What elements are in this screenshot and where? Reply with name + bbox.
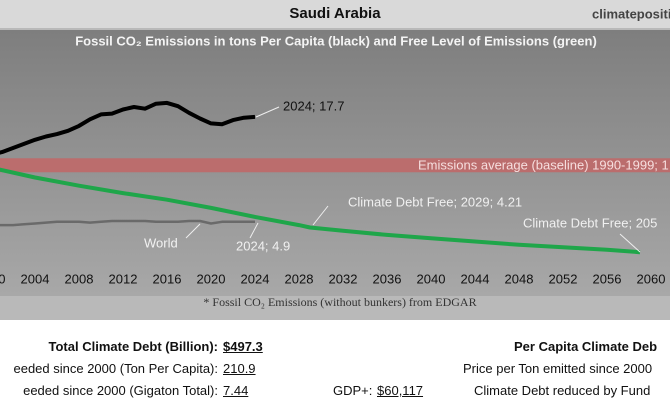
leader [312,205,329,226]
title-bar [0,0,670,28]
annotation: 2024; 17.7 [283,98,344,113]
x-tick-label: 2000 [0,271,5,286]
x-tick-label: 2056 [593,271,622,286]
chart: Saudi Arabia climatepositi Fossil CO₂ Em… [0,0,670,320]
subtitle: Fossil CO₂ Emissions in tons Per Capita … [75,33,597,48]
x-tick-label: 2032 [329,271,358,286]
right-line-1: Price per Ton emitted since 2000 [463,361,653,376]
baseline-band [0,158,670,173]
annotation: Climate Debt Free; 2029; 4.21 [348,194,522,209]
gdp-label: GDP+: [333,383,373,398]
gdp-value: $60,117 [377,383,424,398]
x-tick-label: 2004 [21,271,50,286]
right-line-2: Climate Debt reduced by Fund [474,383,651,398]
gigaton-label: eeded since 2000 (Gigaton Total): [23,383,218,398]
series-line [0,219,255,227]
x-tick-label: 2020 [197,271,226,286]
leader [255,106,280,118]
right-title: Per Capita Climate Deb [514,339,658,354]
leader [185,223,201,239]
brand: climatepositi [592,6,670,21]
per-capita-label: eeded since 2000 (Ton Per Capita): [13,361,218,376]
x-tick-label: 2008 [65,271,94,286]
x-tick-label: 2012 [109,271,138,286]
leader [619,233,641,253]
x-tick-label: 2040 [417,271,446,286]
x-tick-label: 2060 [637,271,666,286]
total-value: $497.3 [223,339,263,354]
x-tick-label: 2016 [153,271,182,286]
x-tick-label: 2024 [241,271,270,286]
x-tick-label: 2048 [505,271,534,286]
gigaton-value: 7.44 [223,383,249,398]
x-tick-label: 2044 [461,271,490,286]
chart-title: Saudi Arabia [289,5,381,22]
x-tick-label: 2036 [373,271,402,286]
series-line [0,100,256,155]
per-capita-value: 210.9 [223,361,256,376]
series-line [0,167,641,255]
x-tick-label: 2028 [285,271,314,286]
footnote: * Fossil CO₂ Emissions (without bunkers)… [203,295,476,309]
series-label: World [144,235,178,250]
total-label: Total Climate Debt (Billion): [48,339,218,354]
x-tick-label: 2052 [549,271,578,286]
leader [249,222,259,239]
annotation: Climate Debt Free; 205 [523,215,657,230]
annotation: Emissions average (baseline) 1990-1999; … [418,157,669,172]
annotation: 2024; 4.9 [236,238,290,253]
